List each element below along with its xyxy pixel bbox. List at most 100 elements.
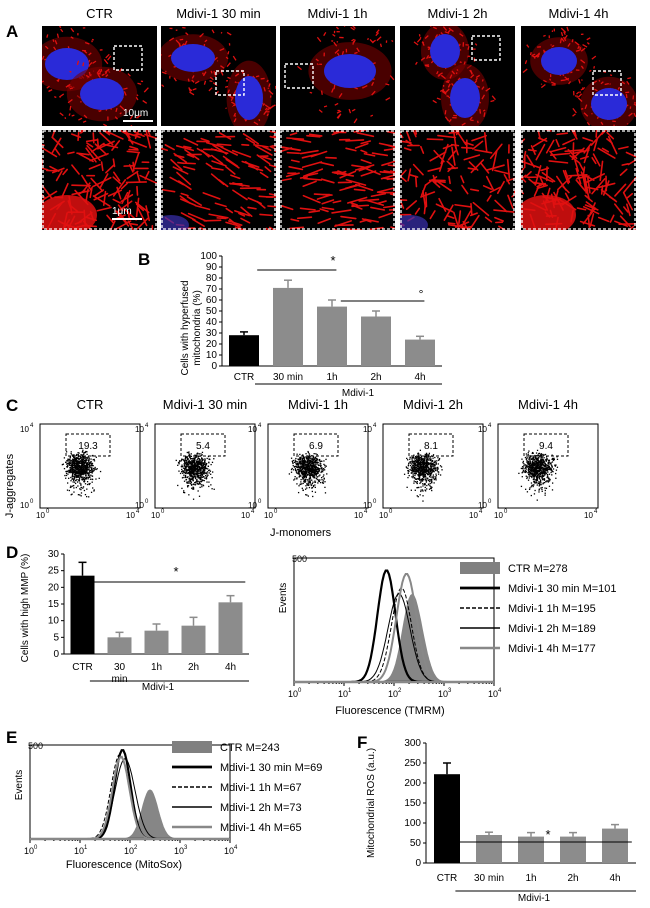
flow-event [542,467,544,469]
flow-event [66,470,68,473]
flow-event [202,470,204,472]
flow-event [90,467,93,470]
flow-event [81,472,84,474]
flow-event [535,457,538,460]
flow-event [418,486,420,489]
flow-event [309,467,311,470]
flow-event [423,470,425,472]
flow-event [537,464,539,467]
gate-box [523,433,569,457]
flow-event [434,460,436,462]
flow-event [302,482,304,485]
y-axis-low-exp: 0 [145,499,149,505]
flow-event [298,476,300,478]
flow-event [310,464,312,467]
flow-event [532,462,534,464]
flow-event [530,456,532,458]
flow-event [71,464,74,467]
x-tick-label: 10 [24,846,34,856]
bar-4 [405,339,435,366]
flow-event [428,466,430,469]
flow-event [305,479,307,481]
flow-event [301,470,303,473]
flow-event [301,472,303,474]
flow-event [538,470,540,472]
flow-event [319,479,321,481]
flow-event [541,490,543,492]
flow-event [207,474,209,476]
flow-event [189,474,191,476]
flow-event [207,465,210,468]
flow-event [296,471,298,473]
flow-event [77,452,79,454]
flow-event [182,476,184,479]
flow-event [86,459,88,461]
flow-event [295,463,297,465]
flow-event [529,474,531,476]
flow-event [429,482,431,485]
flow-event [523,465,525,467]
flow-event [432,465,434,467]
flow-event [528,488,531,491]
flow-event [80,456,82,458]
flow-event [412,469,415,471]
flow-event [86,488,88,490]
flow-event [421,467,423,470]
flow-event [192,498,195,500]
flow-event [533,474,535,476]
flow-event [307,462,309,464]
flow-event [545,468,547,470]
flow-event [304,470,306,472]
flow-event [310,462,312,464]
flow-event [81,470,83,473]
flow-event [82,473,84,476]
flow-event [411,476,413,478]
panel-letter-e: E [6,728,18,747]
flow-event [306,471,308,473]
flow-event [539,461,541,463]
flow-event [309,478,312,480]
scale-bar-10um: 10μm [123,108,153,122]
flow-event [422,490,424,492]
flow-event [429,457,431,459]
flow-event [430,469,432,472]
flow-event [422,460,424,462]
flow-event [70,471,72,473]
x-tick-exp: 3 [184,845,188,851]
flow-event [423,473,425,475]
micrograph-zoom-ctr [42,130,157,230]
flow-event [318,480,321,483]
flow-event [422,495,424,497]
flow-event [409,461,411,463]
x-tick-exp: 1 [84,845,88,851]
y-tick-label: 10 [48,616,60,627]
x-tick-label: CTR [437,873,458,884]
flow-event [317,468,319,470]
flow-event [316,478,318,481]
flow-event [314,484,316,486]
flow-event [534,471,536,474]
flow-event [553,458,555,461]
flow-event [544,474,546,476]
flow-event [311,465,313,467]
flow-event [88,466,90,469]
flow-event [73,466,75,469]
flow-event [547,480,549,482]
flow-event [421,459,423,461]
flow-event [526,466,528,468]
flow-event [210,463,212,466]
flow-event [552,468,555,470]
flow-event [424,489,426,491]
flow-event [310,464,313,466]
flow-event [70,470,72,472]
flow-event [194,469,196,471]
flow-event [418,472,420,474]
flow-event [428,462,430,464]
flow-event [80,456,83,458]
flow-event [82,487,84,489]
flow-event [318,470,320,473]
flow-event [203,468,206,470]
flow-event [68,461,70,463]
flow-event [80,467,83,469]
flow-event [432,457,434,459]
